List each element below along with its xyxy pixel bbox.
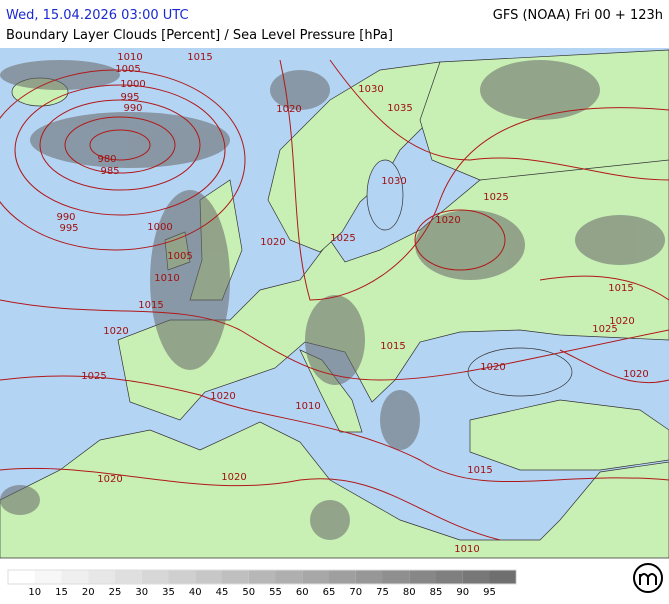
isobar-label: 985 (100, 166, 119, 177)
legend-tick-label: 20 (82, 587, 95, 598)
isobar-label: 980 (97, 154, 116, 165)
legend-swatch (8, 570, 35, 584)
isobar-label: 1020 (97, 474, 122, 485)
isobar-label: 1000 (147, 222, 172, 233)
isobar-label: 1015 (380, 341, 405, 352)
legend-swatch (409, 570, 436, 584)
legend-swatch (168, 570, 196, 584)
isobar-label: 1025 (592, 324, 617, 335)
logo (633, 563, 663, 593)
isobar-label: 1020 (210, 391, 235, 402)
legend-tick-label: 75 (376, 587, 389, 598)
isobar-label: 1010 (154, 273, 179, 284)
isobar-label: 1020 (480, 362, 505, 373)
legend-swatch (382, 570, 410, 584)
legend-swatch (61, 570, 89, 584)
legend-swatch (462, 570, 490, 584)
legend: 10 15 20 25 30 35 40 45 50 55 60 65 70 75 80 85 90 95 (7, 569, 517, 598)
legend-tick-label: 55 (269, 587, 282, 598)
model-run: GFS (NOAA) Fri 00 + 123h (493, 8, 663, 23)
legend-tick-label: 80 (403, 587, 416, 598)
forecast-datetime: Wed, 15.04.2026 03:00 UTC (6, 8, 189, 23)
legend-tick-label: 40 (189, 587, 202, 598)
isobar-label: 995 (120, 92, 139, 103)
isobar-label: 1020 (103, 326, 128, 337)
isobar-label: 1010 (454, 544, 479, 555)
isobar-label: 1010 (295, 401, 320, 412)
inland-seas (366, 159, 573, 397)
legend-swatch (195, 570, 222, 584)
legend-swatch (489, 570, 517, 584)
isobar-label: 1020 (221, 472, 246, 483)
legend-tick-label: 35 (162, 587, 175, 598)
map (0, 48, 669, 559)
isobar-label: 1025 (483, 192, 508, 203)
isobar-label: 990 (123, 103, 142, 114)
isobar-label: 1020 (260, 237, 285, 248)
isobar-label: 1025 (330, 233, 355, 244)
isobar-label: 1010 (117, 52, 142, 63)
isobar-label: 1030 (358, 84, 383, 95)
legend-tick-label: 50 (242, 587, 255, 598)
legend-swatch (355, 570, 383, 584)
isobar-label: 1000 (120, 79, 145, 90)
isobar-label: 1020 (435, 215, 460, 226)
legend-swatch (436, 570, 463, 584)
legend-tick-label: 95 (483, 587, 496, 598)
legend-swatch (141, 570, 169, 584)
legend-swatch (34, 570, 62, 584)
legend-swatch (329, 570, 356, 584)
legend-tick-label: 60 (296, 587, 309, 598)
isobar-label: 1020 (276, 104, 301, 115)
isobar-label: 1015 (467, 465, 492, 476)
legend-tick-label: 45 (216, 587, 229, 598)
map-title: Boundary Layer Clouds [Percent] / Sea Le… (6, 28, 393, 43)
legend-tick-label: 30 (135, 587, 148, 598)
isobar-label: 1035 (387, 103, 412, 114)
isobar-label: 1015 (187, 52, 212, 63)
legend-swatch (222, 570, 249, 584)
legend-tick-label: 85 (430, 587, 443, 598)
isobar-label: 1005 (167, 251, 192, 262)
legend-tick-label: 70 (349, 587, 362, 598)
isobar-label: 1030 (381, 176, 406, 187)
isobar-label: 1025 (81, 371, 106, 382)
isobar-label: 995 (59, 223, 78, 234)
legend-swatch (302, 570, 329, 584)
legend-frame (7, 569, 517, 585)
legend-tick-label: 90 (456, 587, 469, 598)
legend-tick-label: 15 (55, 587, 68, 598)
isobar-label: 1015 (138, 300, 163, 311)
legend-tick-label: 65 (323, 587, 336, 598)
legend-swatch (115, 570, 142, 584)
legend-swatch (248, 570, 276, 584)
isobars (0, 59, 669, 541)
legend-swatch (275, 570, 303, 584)
legend-tick-label: 10 (28, 587, 41, 598)
isobar-label: 1015 (608, 283, 633, 294)
isobar-label: 990 (56, 212, 75, 223)
isobar-label: 1020 (623, 369, 648, 380)
legend-tick-label: 25 (109, 587, 122, 598)
legend-swatch (88, 570, 115, 584)
isobar-label: 1005 (115, 64, 140, 75)
isobar-label: 1020 (609, 316, 634, 327)
